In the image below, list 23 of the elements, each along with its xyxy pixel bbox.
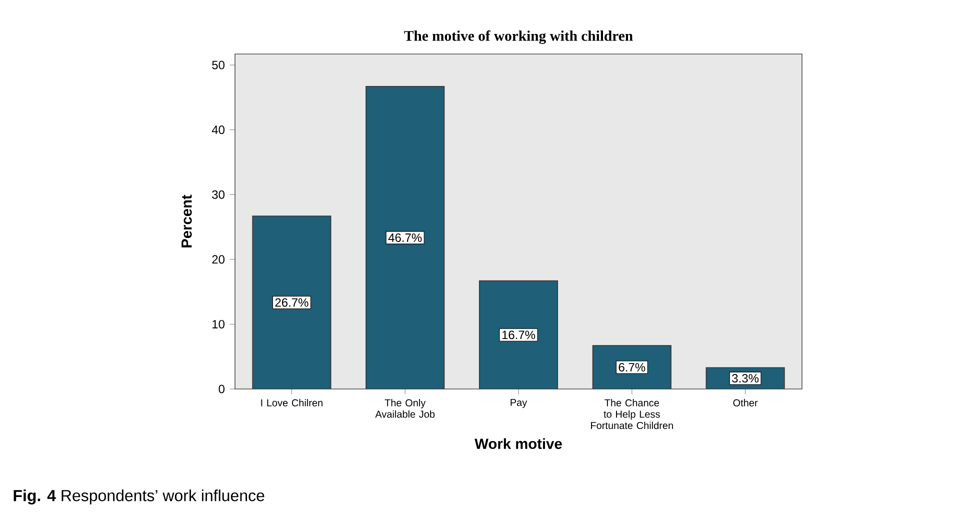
bar xyxy=(252,216,332,389)
y-tick-label: 10 xyxy=(212,320,224,328)
data-label: 6.7% xyxy=(618,363,646,372)
y-axis-title: Percent xyxy=(182,194,192,248)
chart-title: The motive of working with children xyxy=(404,30,633,44)
x-tick-label: Other xyxy=(733,399,758,406)
y-tick-label: 50 xyxy=(212,60,224,70)
bar xyxy=(478,280,558,389)
y-tick-label: 30 xyxy=(212,190,224,199)
data-label: 3.3% xyxy=(732,374,759,383)
x-tick-label: The Chance to Help Less Fortunate Children xyxy=(591,399,673,430)
data-label: 46.7% xyxy=(388,233,422,242)
x-tick-label: The Only Available Job xyxy=(375,399,435,418)
x-tick-label: Pay xyxy=(510,399,528,408)
bar xyxy=(366,86,445,389)
x-tick-label: I Love Chilren xyxy=(261,399,322,406)
data-label: 26.7% xyxy=(275,298,308,307)
y-tick-label: 20 xyxy=(212,255,224,264)
data-label: 16.7% xyxy=(502,330,536,340)
y-tick-label: 40 xyxy=(212,126,224,134)
text: Fig. 4 Respondents’ work influence xyxy=(14,490,264,504)
y-tick-label: 0 xyxy=(218,384,224,394)
x-axis-title: Work motive xyxy=(474,438,562,449)
